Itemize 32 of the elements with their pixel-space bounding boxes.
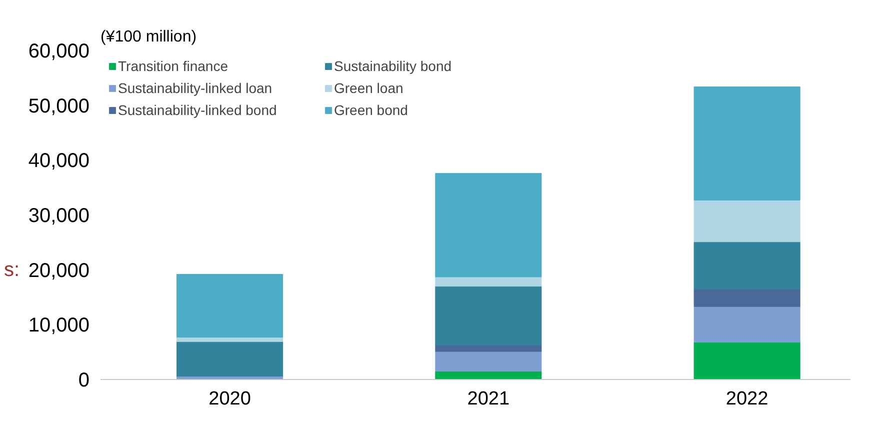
bar — [176, 274, 284, 338]
bar — [176, 341, 284, 376]
y-tick-label: 0 — [78, 370, 90, 392]
bar — [435, 351, 542, 372]
bar — [435, 344, 542, 352]
legend-label: Sustainability bond — [334, 58, 453, 74]
legend-label: Sustainability-linked loan — [118, 80, 274, 96]
bar — [694, 342, 800, 380]
legend-label: Transition finance — [118, 58, 229, 74]
bar — [435, 276, 542, 287]
y-tick-label: 60,000 — [28, 40, 90, 62]
y-tick-label: 50,000 — [28, 95, 90, 118]
y-tick-label: 10,000 — [28, 314, 90, 337]
y-tick-label: 40,000 — [28, 150, 90, 172]
x-tick-label: 2022 — [726, 388, 768, 410]
bar — [694, 242, 800, 290]
bar — [176, 337, 284, 342]
y-tick-label: 30,000 — [28, 205, 90, 227]
y-tick-label: 20,000 — [28, 260, 90, 282]
bar — [694, 306, 800, 342]
bar — [694, 288, 800, 307]
text: s: — [4, 258, 20, 281]
x-tick-label: 2020 — [208, 388, 251, 410]
x-tick-label: 2021 — [467, 388, 510, 410]
legend-label: Green bond — [334, 102, 409, 118]
bar — [694, 86, 800, 200]
bar — [435, 173, 542, 278]
legend-label: Green loan — [334, 80, 404, 96]
legend-label: Sustainability-linked bond — [118, 102, 278, 118]
bar — [435, 286, 542, 346]
y-axis-title: (¥100 million) — [100, 28, 197, 46]
bar — [694, 200, 800, 242]
